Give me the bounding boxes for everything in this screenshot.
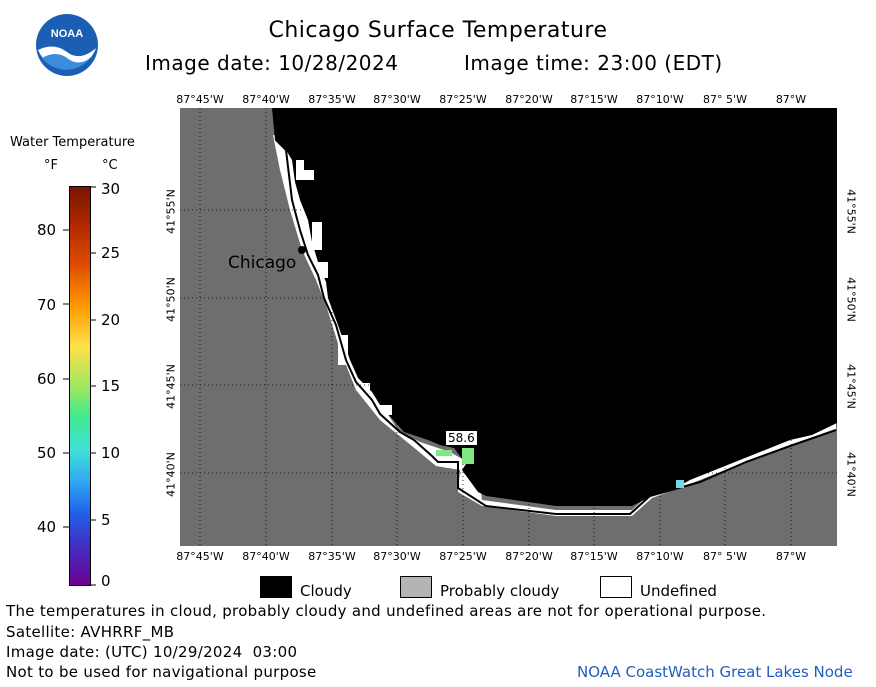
lon-label-bottom: 87°10'W (636, 550, 684, 563)
c-tick: 0 (101, 572, 111, 590)
city-label: Chicago (228, 253, 297, 273)
lat-label-left: 41°45'N (164, 364, 178, 409)
legend-label-cloudy: Cloudy (300, 582, 352, 600)
lat-label-right: 41°55'N (844, 189, 858, 234)
lat-label-left: 41°40'N (164, 452, 178, 497)
graticule (180, 108, 837, 546)
lon-label-bottom: 87°45'W (176, 550, 224, 563)
legend-label-undefined: Undefined (640, 582, 717, 600)
lon-label-top: 87°35'W (308, 93, 356, 106)
image-date: Image date: 10/28/2024 (145, 51, 399, 75)
lon-label-bottom: 87°15'W (570, 550, 618, 563)
water-temp-patch (436, 450, 452, 456)
credit-link[interactable]: NOAA CoastWatch Great Lakes Node (577, 663, 853, 681)
navigation-warning: Not to be used for navigational purpose (6, 663, 317, 681)
c-tick: 25 (101, 244, 121, 262)
lat-label-right: 41°40'N (844, 452, 858, 497)
f-tick: 80 (37, 221, 57, 239)
lon-label-top: 87°15'W (570, 93, 618, 106)
lon-label-top: 87°45'W (176, 93, 224, 106)
lon-label-bottom: 87° 5'W (703, 550, 747, 563)
f-tick: 50 (37, 444, 57, 462)
cloudy-area (273, 108, 837, 506)
disclaimer-note: The temperatures in cloud, probably clou… (6, 602, 767, 620)
legend-swatch-probably-cloudy (400, 576, 432, 598)
lon-label-bottom: 87°20'W (505, 550, 553, 563)
undefined-speck (312, 222, 322, 250)
water-temp-patch (676, 480, 684, 488)
f-tick: 60 (37, 370, 57, 388)
legend-swatch-undefined (600, 576, 632, 598)
lon-label-top: 87° 5'W (703, 93, 747, 106)
lat-label-right: 41°45'N (844, 364, 858, 409)
undefined-speck (360, 383, 370, 393)
utc-date: Image date: (UTC) 10/29/2024 03:00 (6, 643, 298, 661)
legend-label-probably-cloudy: Probably cloudy (440, 582, 560, 600)
lon-label-bottom: 87°25'W (439, 550, 487, 563)
lon-label-bottom: 87°40'W (242, 550, 290, 563)
colorbar (69, 186, 91, 586)
lon-label-bottom: 87°W (775, 550, 807, 563)
c-tick: 30 (101, 180, 121, 198)
undefined-speck (318, 262, 328, 278)
lon-label-bottom: 87°35'W (308, 550, 356, 563)
temp-label: 58.6 (445, 430, 478, 446)
lat-label-right: 41°50'N (844, 277, 858, 322)
c-tick: 20 (101, 311, 121, 329)
lat-label-left: 41°50'N (164, 277, 178, 322)
water-temp-patch (462, 448, 474, 464)
undefined-speck (304, 170, 314, 180)
c-tick: 5 (101, 511, 111, 529)
shoreline (272, 108, 837, 515)
lon-label-top: 87°40'W (242, 93, 290, 106)
city-marker (298, 246, 306, 254)
page-title: Chicago Surface Temperature (268, 18, 608, 43)
c-tick: 10 (101, 444, 121, 462)
f-tick: 40 (37, 518, 57, 536)
map (180, 108, 837, 546)
legend-swatch-cloudy (260, 576, 292, 598)
image-time: Image time: 23:00 (EDT) (464, 51, 723, 75)
undefined-speck (296, 160, 304, 180)
c-tick: 15 (101, 377, 121, 395)
lon-label-top: 87°W (775, 93, 807, 106)
unit-fahrenheit: °F (44, 158, 58, 173)
lon-label-top: 87°30'W (373, 93, 421, 106)
undefined-speck (378, 405, 392, 415)
noaa-logo: NOAA (36, 14, 98, 76)
f-tick: 70 (37, 296, 57, 314)
lat-label-left: 41°55'N (164, 189, 178, 234)
logo-text: NOAA (51, 28, 83, 40)
lon-label-top: 87°25'W (439, 93, 487, 106)
lon-label-top: 87°20'W (505, 93, 553, 106)
colorbar-ticks (63, 186, 96, 586)
lon-label-top: 87°10'W (636, 93, 684, 106)
lon-label-bottom: 87°30'W (373, 550, 421, 563)
colorbar-title: Water Temperature (10, 135, 135, 150)
unit-celsius: °C (102, 158, 118, 173)
satellite-info: Satellite: AVHRRF_MB (6, 623, 175, 641)
